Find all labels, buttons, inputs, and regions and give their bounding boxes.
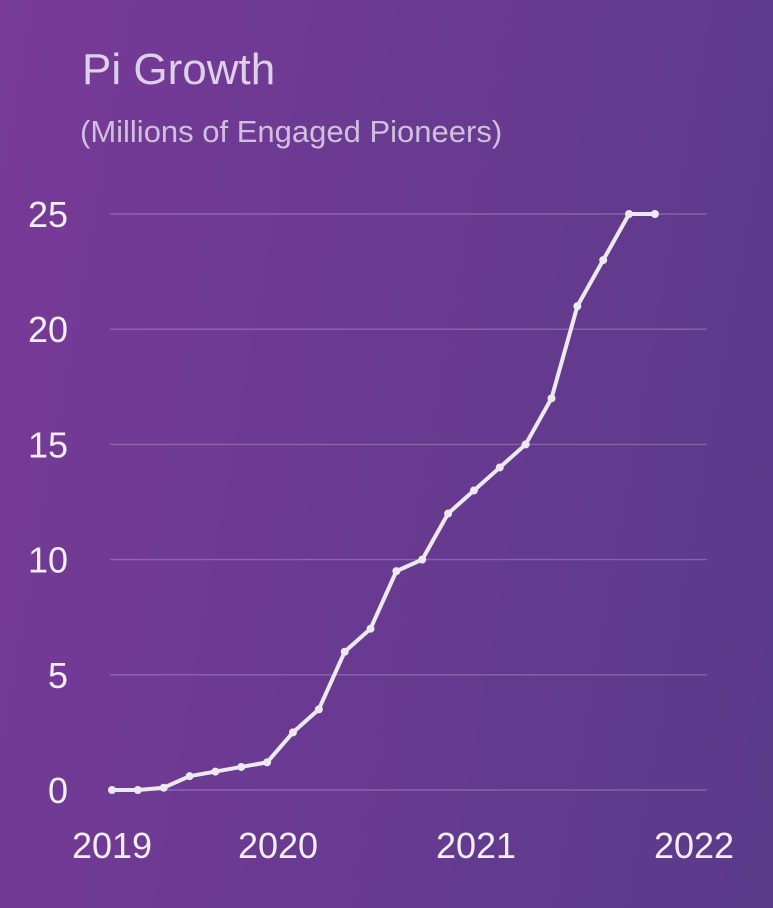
data-point	[599, 256, 608, 265]
data-point	[495, 463, 504, 472]
data-point	[185, 772, 194, 781]
data-point	[418, 555, 427, 564]
y-tick-label: 25	[28, 194, 68, 235]
y-tick-label: 20	[28, 309, 68, 350]
chart-subtitle: (Millions of Engaged Pioneers)	[80, 114, 502, 149]
x-tick-label: 2022	[654, 825, 734, 866]
data-point	[159, 783, 168, 792]
series-pioneers	[108, 210, 659, 794]
data-point	[263, 758, 272, 767]
data-point	[366, 624, 375, 633]
data-point	[469, 486, 478, 495]
x-tick-label: 2019	[72, 825, 152, 866]
y-tick-label: 10	[28, 540, 68, 581]
data-point	[108, 786, 116, 794]
x-axis-ticks: 2019 2020 2021 2022	[72, 825, 734, 866]
y-axis-ticks: 0 5 10 15 20 25	[28, 194, 68, 811]
data-point	[392, 567, 401, 576]
data-point	[288, 728, 297, 737]
y-tick-label: 15	[28, 424, 68, 465]
data-point	[340, 647, 349, 656]
chart-title: Pi Growth	[82, 45, 275, 94]
data-point	[314, 705, 323, 714]
series-line	[110, 212, 657, 792]
data-point	[547, 394, 556, 403]
data-point	[444, 509, 453, 518]
data-point	[650, 210, 659, 218]
y-tick-label: 0	[48, 770, 68, 811]
data-point	[625, 210, 634, 218]
data-point	[237, 762, 246, 771]
gridlines	[110, 213, 707, 791]
y-tick-label: 5	[48, 655, 68, 696]
data-point	[211, 767, 220, 776]
data-point	[133, 786, 142, 794]
x-tick-label: 2021	[436, 825, 516, 866]
x-tick-label: 2020	[238, 825, 318, 866]
data-point	[573, 302, 582, 311]
data-point	[521, 440, 530, 449]
